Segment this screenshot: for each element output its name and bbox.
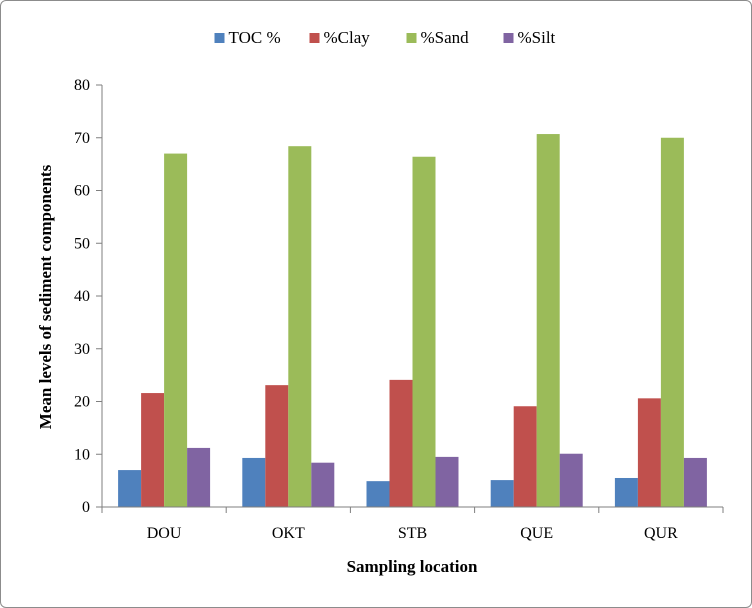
bar (389, 379, 413, 507)
bar (187, 447, 211, 507)
plot-area (118, 134, 707, 508)
bar (536, 134, 560, 507)
legend-item: TOC % (214, 28, 281, 47)
bar (435, 456, 459, 507)
legend-swatch (309, 33, 320, 43)
legend-swatch (503, 33, 514, 43)
y-tick-label: 40 (74, 288, 90, 305)
y-axis: 0 10 20 30 40 50 60 70 80 (74, 77, 103, 516)
series-sand (164, 134, 684, 508)
bar (513, 406, 537, 507)
bar (265, 385, 289, 507)
y-tick-label: 60 (74, 183, 90, 200)
legend: TOC % %Clay %Sand %Silt (214, 28, 556, 47)
bar (118, 470, 142, 507)
legend-label: %Sand (421, 28, 470, 47)
x-tick-label: QUE (520, 525, 553, 542)
series-silt (187, 447, 707, 507)
bar (311, 462, 335, 507)
x-tick-label: OKT (272, 525, 305, 542)
bar (366, 481, 390, 507)
bar (637, 398, 661, 507)
x-axis: DOU OKT STB QUE QUR (101, 506, 724, 542)
y-tick-label: 50 (74, 235, 90, 252)
series-toc (118, 457, 638, 507)
legend-item: %Clay (309, 28, 371, 47)
legend-swatch (406, 33, 417, 43)
y-tick-label: 10 (74, 446, 90, 463)
bar (141, 393, 165, 507)
y-tick-label: 70 (74, 130, 90, 147)
x-tick-label: STB (398, 525, 427, 542)
bar (683, 457, 707, 507)
bar (242, 457, 266, 507)
x-tick-label: DOU (147, 525, 182, 542)
bar (490, 480, 514, 507)
legend-label: TOC % (229, 28, 281, 47)
bar (559, 453, 583, 507)
bar (288, 146, 312, 507)
bar (412, 156, 436, 508)
y-tick-label: 80 (74, 77, 90, 94)
legend-label: %Clay (324, 28, 371, 47)
y-axis-title: Mean levels of sediment components (36, 164, 55, 429)
x-axis-title: Sampling location (347, 557, 478, 576)
legend-swatch (214, 33, 225, 43)
legend-item: %Sand (406, 28, 470, 47)
bar (164, 153, 188, 507)
y-tick-label: 0 (82, 499, 90, 516)
y-tick-label: 20 (74, 394, 90, 411)
series-clay (141, 379, 661, 507)
y-tick-label: 30 (74, 341, 90, 358)
legend-label: %Silt (518, 28, 556, 47)
legend-item: %Silt (503, 28, 556, 47)
x-tick-label: QUR (644, 525, 678, 542)
bar (614, 477, 638, 507)
bar (660, 137, 684, 507)
